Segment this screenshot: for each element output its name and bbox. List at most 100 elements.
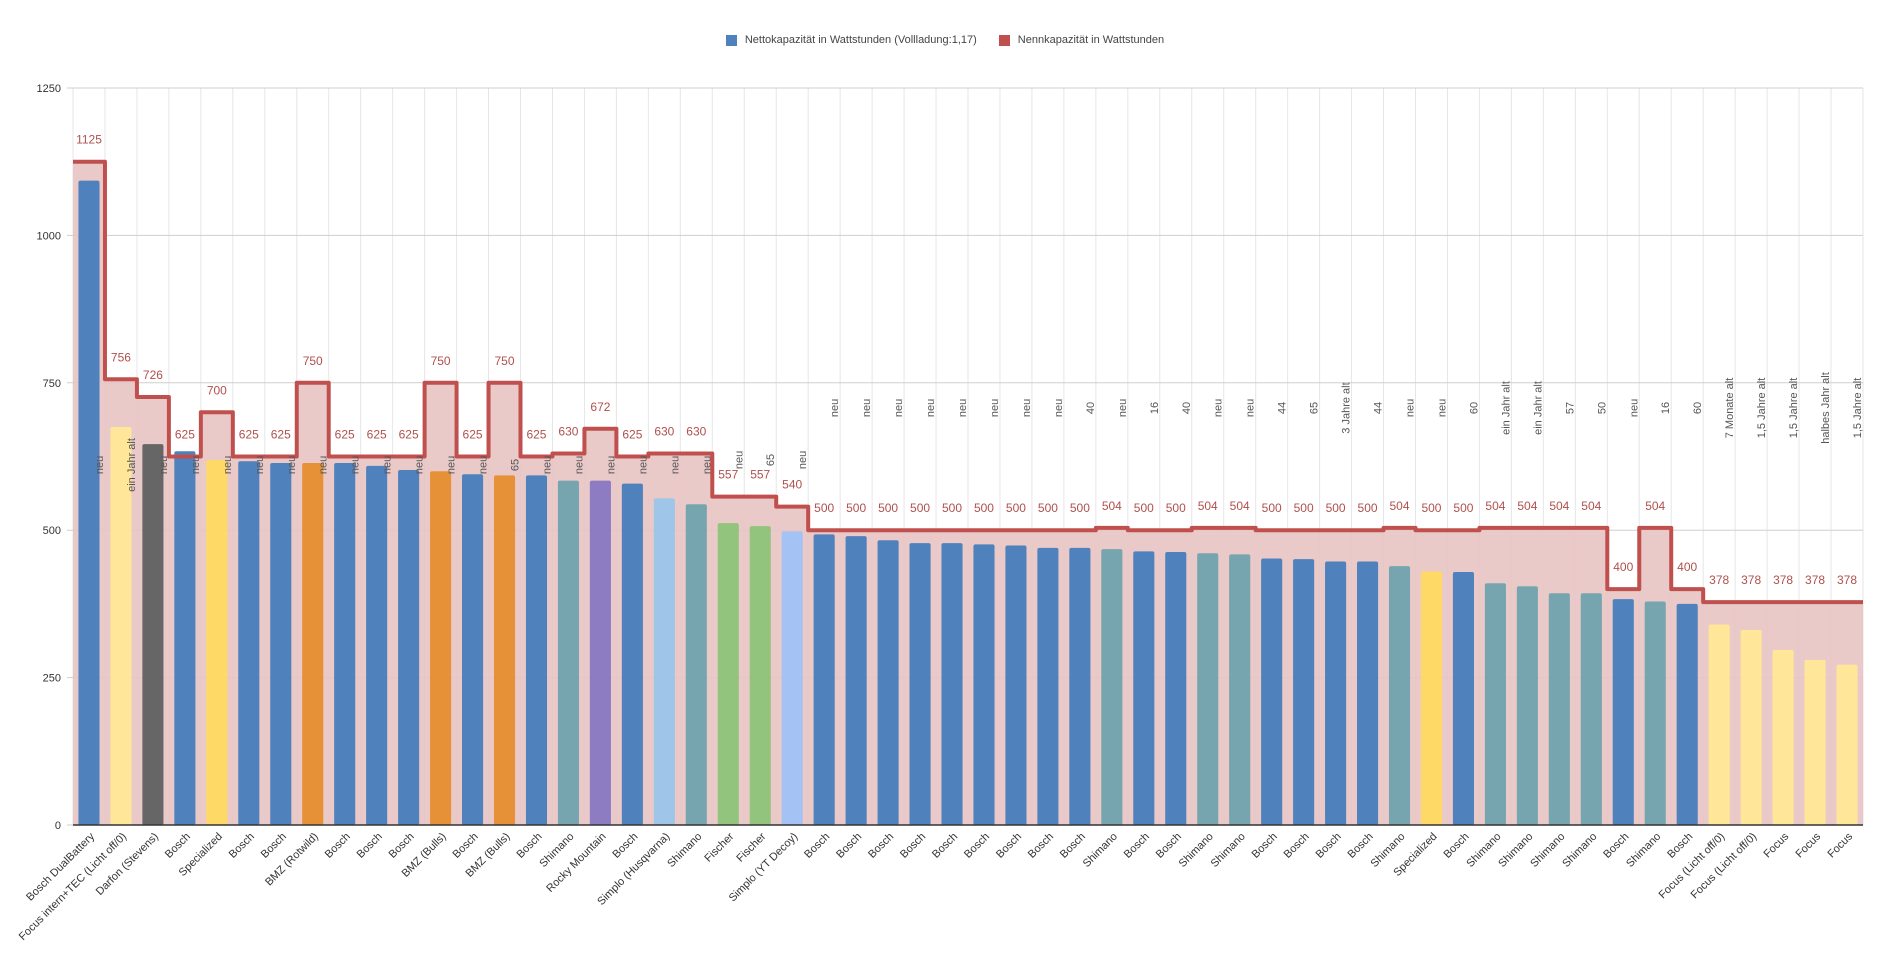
annotation-text: 65	[1309, 402, 1321, 414]
legend-item-netto[interactable]: Nettokapazität in Wattstunden (Vollladun…	[725, 34, 977, 46]
netto-bar	[877, 540, 899, 825]
netto-bar	[493, 475, 516, 825]
annotation-text: 7 Monate alt	[1724, 378, 1736, 439]
x-tick-label: Bosch	[1441, 831, 1471, 861]
netto-bars	[78, 180, 1858, 825]
x-tick-label: Bosch	[323, 831, 353, 861]
x-tick-text: Bosch	[387, 831, 417, 861]
netto-bar	[302, 462, 324, 825]
x-tick-text: Bosch	[227, 831, 257, 861]
annotation-label: neu	[957, 399, 969, 417]
annotation-label: neu	[94, 456, 106, 474]
netto-bar	[110, 427, 132, 825]
annotation-text: 50	[1596, 402, 1608, 414]
annotation-text: ein Jahr alt	[1500, 381, 1512, 435]
x-tick-label: Bosch	[1665, 831, 1695, 861]
nominal-value-label: 500	[814, 501, 834, 515]
annotation-text: 60	[1692, 402, 1704, 414]
annotation-text: neu	[637, 456, 649, 474]
annotation-label: 60	[1468, 402, 1480, 414]
annotation-text: neu	[925, 399, 937, 417]
nominal-value-label: 378	[1773, 573, 1793, 587]
annotation-text: neu	[1021, 399, 1033, 417]
nominal-value-label: 750	[495, 354, 515, 368]
netto-bar	[1580, 593, 1602, 825]
nominal-value-label: 625	[526, 428, 546, 442]
annotation-text: neu	[829, 399, 841, 417]
x-tick-label: Bosch	[1346, 831, 1376, 861]
netto-bar	[334, 462, 356, 825]
nominal-value-label: 750	[431, 354, 451, 368]
netto-bar	[462, 474, 484, 825]
x-tick-text: Bosch	[323, 831, 353, 861]
annotation-text: 57	[1564, 402, 1576, 414]
annotation-label: neu	[861, 399, 873, 417]
netto-bar	[1229, 554, 1251, 825]
nominal-value-label: 500	[974, 501, 994, 515]
nominal-value-label: 630	[558, 425, 578, 439]
netto-bar	[1325, 561, 1347, 825]
x-tick-label: Bosch	[898, 831, 928, 861]
annotation-label: neu	[1436, 399, 1448, 417]
nominal-value-label: 378	[1805, 573, 1825, 587]
annotation-text: neu	[446, 456, 458, 474]
annotation-text: neu	[1053, 399, 1065, 417]
nominal-value-label: 500	[1166, 501, 1186, 515]
nominal-value-label: 500	[1038, 501, 1058, 515]
nominal-value-label: 504	[1549, 499, 1569, 513]
netto-bar	[78, 180, 100, 825]
netto-bar	[1037, 547, 1059, 825]
annotation-label: neu	[669, 456, 681, 474]
x-tick-text: Bosch	[514, 831, 544, 861]
x-tick-text: Bosch	[259, 831, 289, 861]
nominal-value-label: 500	[846, 501, 866, 515]
netto-bar	[781, 531, 803, 825]
annotation-label: neu	[1245, 399, 1257, 417]
x-tick-text: Shimano	[1624, 831, 1663, 870]
x-tick-label: Bosch	[994, 831, 1024, 861]
x-tick-label: Shimano	[1624, 831, 1663, 870]
x-tick-label: Bosch	[355, 831, 385, 861]
nominal-value-label: 625	[335, 428, 355, 442]
annotation-text: neu	[158, 456, 170, 474]
netto-bar	[621, 483, 643, 825]
netto-bar	[941, 543, 963, 825]
annotation-label: neu	[382, 456, 394, 474]
nominal-value-label: 500	[910, 501, 930, 515]
nominal-value-label: 500	[1006, 501, 1026, 515]
x-tick-text: Bosch	[898, 831, 928, 861]
nominal-value-label: 504	[1390, 499, 1410, 513]
netto-bar	[1165, 552, 1187, 825]
legend-swatch-nenn	[998, 34, 1010, 46]
legend-item-nenn[interactable]: Nennkapazität in Wattstunden	[998, 34, 1164, 46]
annotation-text: ein Jahr alt	[126, 438, 138, 492]
nominal-value-label: 700	[207, 383, 227, 397]
x-tick-label: Bosch	[610, 831, 640, 861]
nominal-value-label: 625	[271, 428, 291, 442]
nominal-value-label: 625	[463, 428, 483, 442]
netto-bar	[653, 498, 675, 825]
nominal-area-fill	[73, 161, 1863, 825]
nominal-value-label: 625	[367, 428, 387, 442]
nominal-value-label: 504	[1581, 499, 1601, 513]
annotation-label: 1,5 Jahre alt	[1756, 378, 1768, 439]
annotation-text: 3 Jahre alt	[1341, 382, 1353, 433]
nominal-value-label: 504	[1102, 499, 1122, 513]
x-tick-text: Bosch	[930, 831, 960, 861]
annotation-label: neu	[1053, 399, 1065, 417]
y-tick-label: 500	[43, 525, 61, 537]
nominal-value-label: 500	[1262, 501, 1282, 515]
annotation-text: neu	[1436, 399, 1448, 417]
annotation-label: 16	[1660, 402, 1672, 414]
x-tick-label: Shimano	[1560, 831, 1599, 870]
annotation-label: neu	[414, 456, 426, 474]
netto-bar	[398, 470, 420, 825]
annotation-label: neu	[1021, 399, 1033, 417]
x-tick-text: Bosch	[1154, 831, 1184, 861]
netto-bar	[589, 480, 611, 825]
x-tick-label: Bosch	[834, 831, 864, 861]
netto-bar	[1804, 659, 1826, 825]
annotation-label: 40	[1085, 402, 1097, 414]
y-tick-label: 1000	[37, 230, 61, 242]
nominal-area	[73, 161, 1863, 825]
